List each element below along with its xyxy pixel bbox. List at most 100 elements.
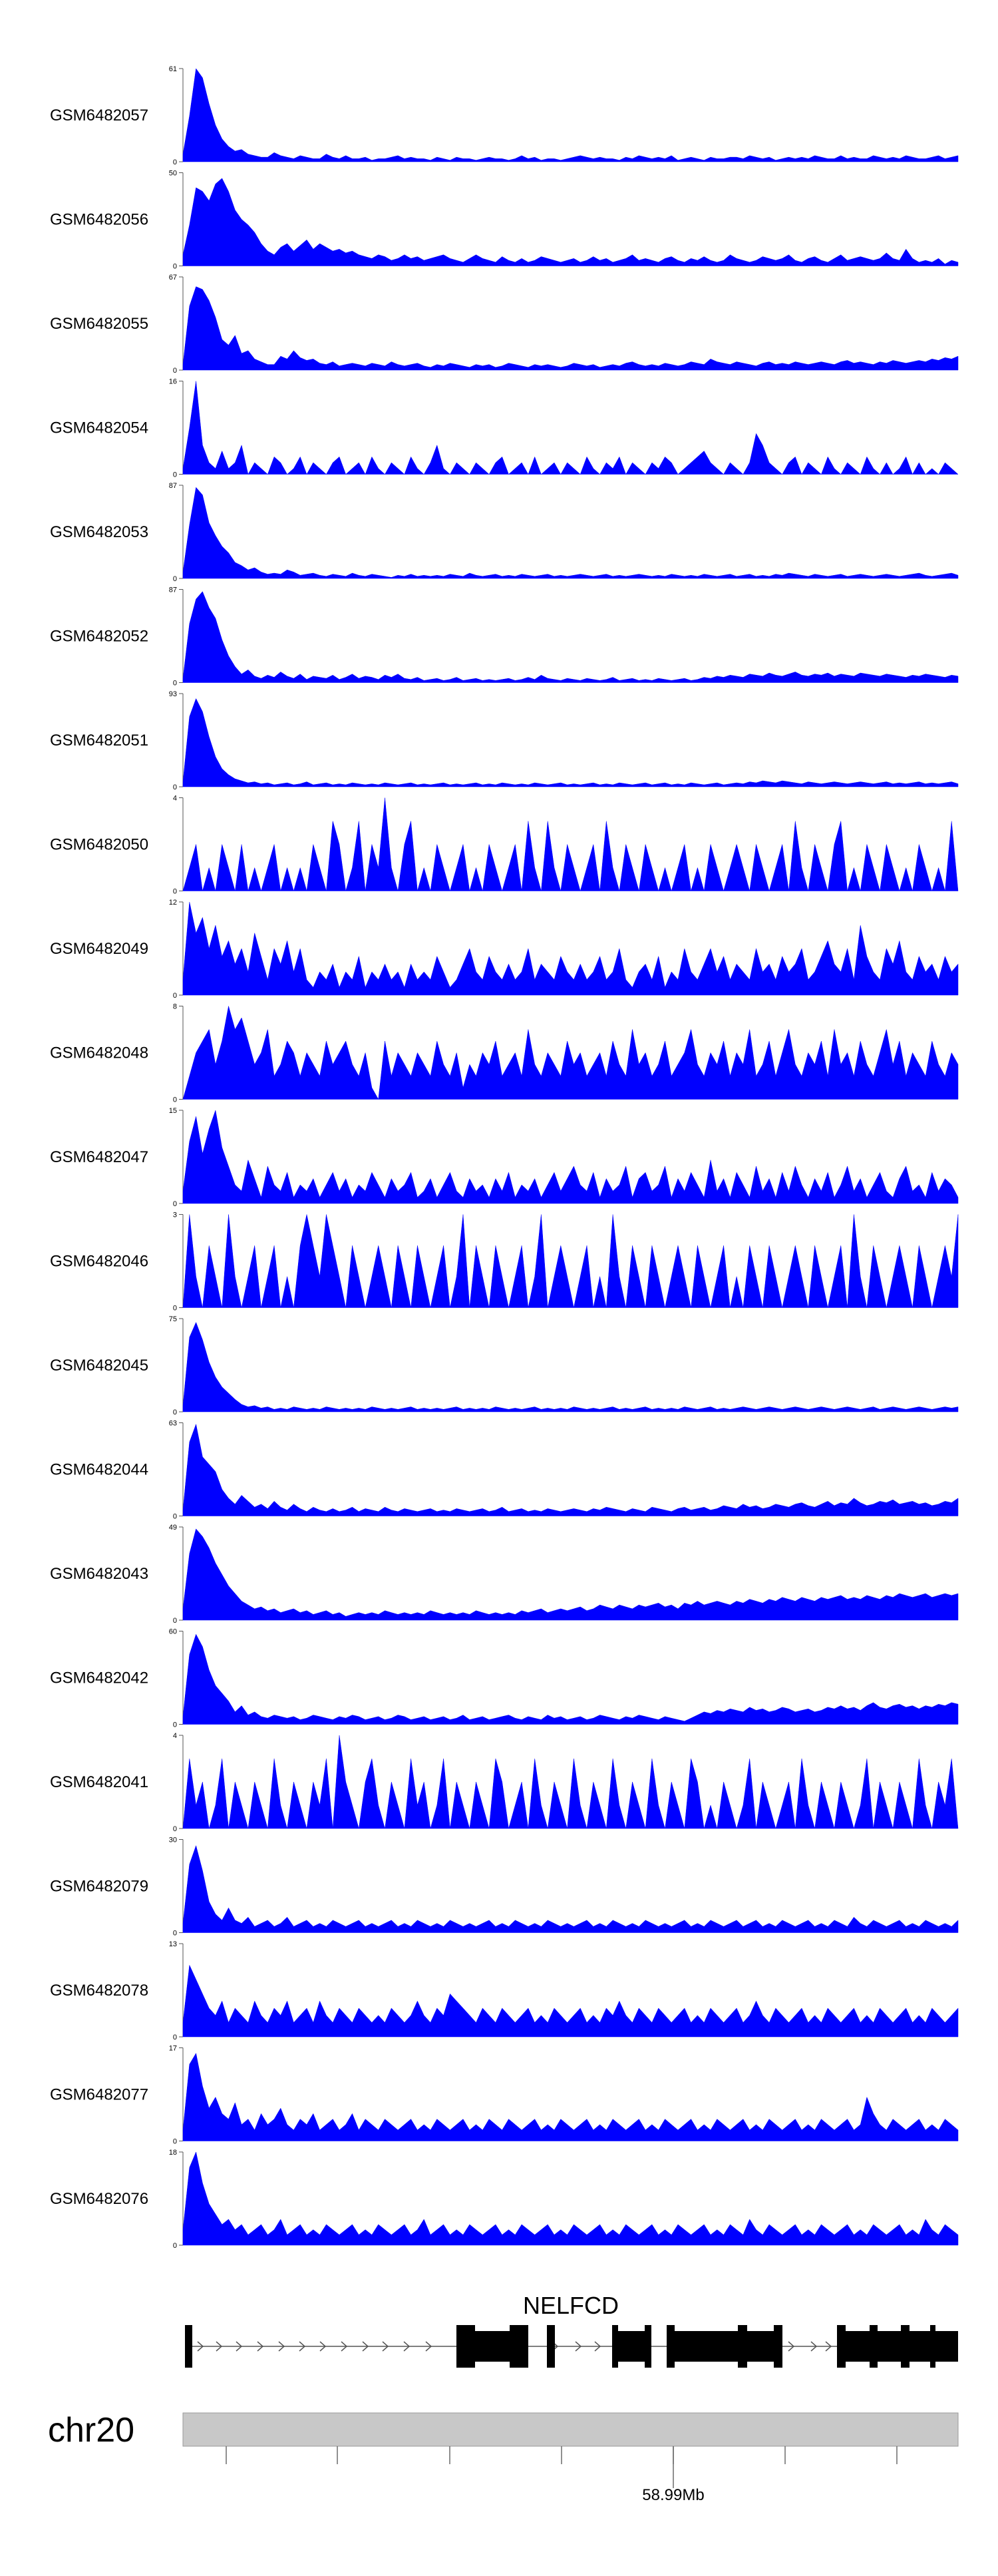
track-label: GSM6482048 (50, 1044, 148, 1062)
track-ymin-label: 0 (173, 471, 177, 479)
exon (878, 2331, 901, 2362)
track-ymin-label: 0 (173, 1513, 177, 1521)
axis-position-label: 58.99Mb (642, 2486, 704, 2504)
coverage-area (182, 1633, 959, 1725)
track-label: GSM6482055 (50, 315, 148, 333)
intron-arrow (319, 2341, 327, 2352)
track-label: GSM6482049 (50, 940, 148, 958)
track-ymax-label: 8 (173, 1003, 177, 1011)
coverage-area (182, 797, 959, 892)
exon (185, 2325, 192, 2368)
track-label: GSM6482056 (50, 211, 148, 229)
track-ymax-label: 17 (169, 2045, 177, 2053)
coverage-area (182, 286, 959, 371)
intron-arrow (257, 2341, 264, 2352)
coverage-area (182, 698, 959, 787)
track-GSM6482053: GSM6482053 87 0 (50, 482, 959, 583)
exon (910, 2331, 930, 2362)
exon (935, 2331, 958, 2362)
track-ymin-label: 0 (173, 2138, 177, 2146)
track-GSM6482057: GSM6482057 61 0 (50, 65, 959, 166)
exon (456, 2325, 475, 2368)
track-label: GSM6482077 (50, 2086, 148, 2104)
intron-arrow (594, 2341, 601, 2352)
track-label: GSM6482044 (50, 1461, 148, 1479)
track-label: GSM6482046 (50, 1253, 148, 1271)
coverage-area (182, 1423, 959, 1516)
track-ymin-label: 0 (173, 1200, 177, 1208)
gene-track: NELFCD (185, 2292, 958, 2368)
track-label: GSM6482041 (50, 1773, 148, 1791)
track-label: GSM6482052 (50, 628, 148, 646)
track-ymin-label: 0 (173, 2242, 177, 2250)
coverage-area (182, 2053, 959, 2141)
axis-ticks (226, 2446, 898, 2488)
exon (675, 2331, 782, 2362)
track-ymax-label: 18 (169, 2149, 177, 2157)
track-ymin-label: 0 (173, 888, 177, 896)
coverage-area (182, 381, 959, 475)
chromosome-label: chr20 (48, 2411, 134, 2450)
track-ymax-label: 60 (169, 1628, 177, 1636)
coverage-area (182, 1110, 959, 1204)
track-ymax-label: 50 (169, 170, 177, 178)
coverage-area (182, 1844, 959, 1933)
track-ymax-label: 12 (169, 899, 177, 907)
coverage-area (182, 901, 959, 996)
coverage-area (182, 1321, 959, 1412)
coverage-area (182, 487, 959, 579)
track-label: GSM6482076 (50, 2190, 148, 2208)
track-GSM6482042: GSM6482042 60 0 (50, 1628, 959, 1729)
exon (547, 2325, 555, 2368)
track-ymin-label: 0 (173, 263, 177, 271)
intron-arrow (362, 2341, 369, 2352)
intron-arrow (341, 2341, 348, 2352)
track-ymax-label: 75 (169, 1315, 177, 1323)
track-GSM6482045: GSM6482045 75 0 (50, 1315, 959, 1416)
track-GSM6482047: GSM6482047 15 0 (50, 1107, 959, 1208)
track-GSM6482077: GSM6482077 17 0 (50, 2045, 959, 2146)
track-ymax-label: 30 (169, 1836, 177, 1844)
coverage-area (182, 1735, 959, 1829)
track-ymax-label: 15 (169, 1107, 177, 1115)
track-ymin-label: 0 (173, 2034, 177, 2041)
intron-arrow (403, 2341, 411, 2352)
track-GSM6482049: GSM6482049 12 0 (50, 899, 959, 1000)
track-ymin-label: 0 (173, 158, 177, 166)
track-ymin-label: 0 (173, 1617, 177, 1625)
exon (667, 2325, 675, 2368)
exon (612, 2325, 618, 2368)
track-label: GSM6482053 (50, 523, 148, 541)
track-ymin-label: 0 (173, 1825, 177, 1833)
coverage-area (182, 1006, 959, 1100)
exon (930, 2325, 935, 2368)
intron-arrow (236, 2341, 243, 2352)
intron-arrow (825, 2341, 832, 2352)
track-ymax-label: 93 (169, 690, 177, 698)
track-label: GSM6482079 (50, 1878, 148, 1896)
track-label: GSM6482043 (50, 1565, 148, 1583)
track-ymin-label: 0 (173, 367, 177, 375)
track-ymin-label: 0 (173, 1096, 177, 1104)
track-ymax-label: 4 (173, 795, 177, 803)
track-ymax-label: 4 (173, 1732, 177, 1740)
track-GSM6482078: GSM6482078 13 0 (50, 1940, 959, 2041)
track-ymax-label: 61 (169, 65, 177, 73)
track-ymin-label: 0 (173, 575, 177, 583)
exon (870, 2325, 878, 2368)
coverage-area (182, 1528, 959, 1621)
track-ymax-label: 67 (169, 274, 177, 282)
intron-arrow (810, 2341, 818, 2352)
intron-arrow (278, 2341, 285, 2352)
track-GSM6482056: GSM6482056 50 0 (50, 170, 959, 271)
track-ymin-label: 0 (173, 1305, 177, 1313)
track-ymax-label: 87 (169, 482, 177, 490)
track-label: GSM6482042 (50, 1669, 148, 1687)
coverage-area (182, 1964, 959, 2038)
track-GSM6482076: GSM6482076 18 0 (50, 2149, 959, 2250)
track-GSM6482050: GSM6482050 4 0 (50, 795, 959, 896)
track-label: GSM6482045 (50, 1357, 148, 1375)
track-GSM6482043: GSM6482043 49 0 (50, 1524, 959, 1625)
exon (837, 2325, 846, 2368)
gene-exons (185, 2325, 958, 2368)
